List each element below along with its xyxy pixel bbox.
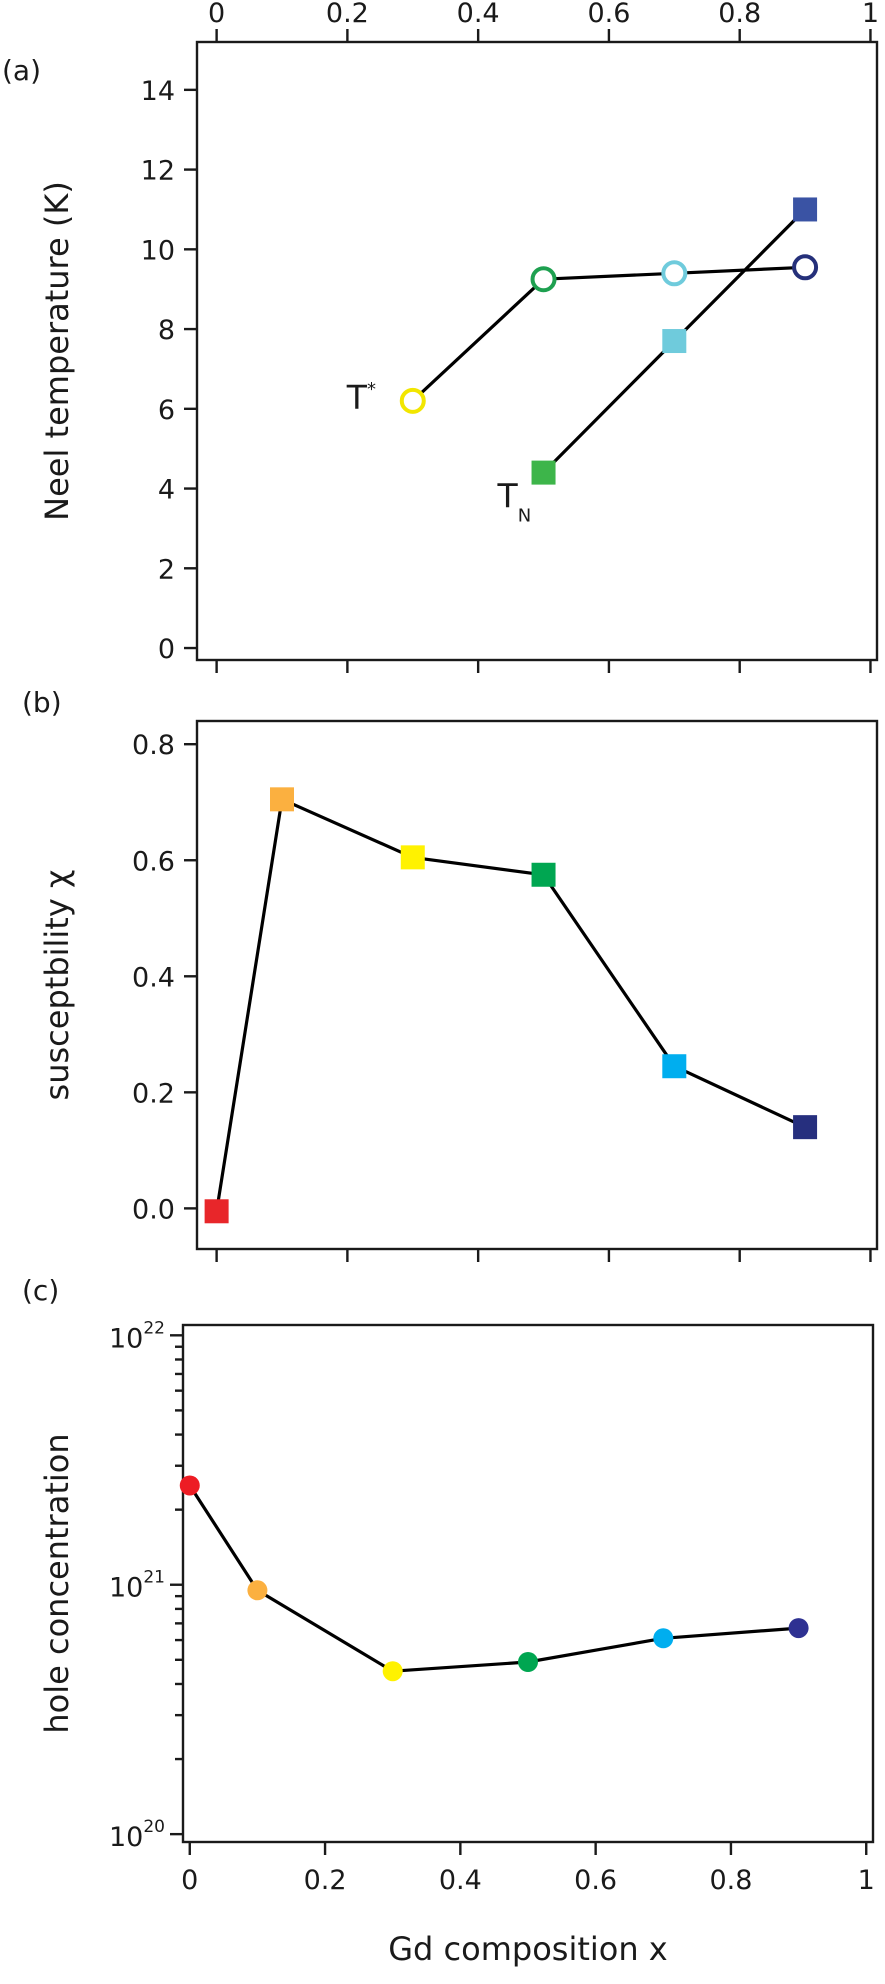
- data-point-square: [531, 862, 556, 887]
- data-point-square: [662, 1054, 687, 1079]
- series-label-main: T: [497, 477, 519, 516]
- series-line: [188, 1484, 799, 1673]
- panel-b: (b) 0.0 0.2 0.4 0.6 0.8 susceptbility χ: [22, 686, 879, 1262]
- series-line: [411, 265, 806, 402]
- x-tick-label: 1: [858, 1865, 875, 1896]
- x-tick-label-top: 0.4: [457, 0, 500, 29]
- y-tick-label: 1021: [109, 1568, 165, 1604]
- data-point-square: [662, 329, 687, 354]
- y-tick-base: 10: [109, 1822, 143, 1853]
- y-tick-label: 0.8: [132, 730, 175, 761]
- data-point-open-circle: [530, 266, 557, 293]
- series-label-tstar: T*: [346, 378, 376, 417]
- y-tick-base: 10: [109, 1573, 143, 1604]
- panel-label: (a): [2, 54, 41, 87]
- data-point-open-circle: [661, 260, 688, 287]
- panel-label: (b): [22, 686, 62, 719]
- series-line: [215, 797, 806, 1212]
- data-point-square: [793, 197, 818, 222]
- plot-frame: [181, 1323, 875, 1844]
- y-tick-label: 0.4: [132, 962, 175, 993]
- y-tick-exponent: 20: [143, 1817, 165, 1837]
- y-axis-title: Neel temperature (K): [38, 181, 76, 521]
- data-point-square: [400, 845, 425, 870]
- data-point-circle: [653, 1628, 674, 1649]
- y-tick-exponent: 22: [143, 1318, 165, 1338]
- y-tick-base: 10: [109, 1323, 143, 1354]
- plot-frame: [195, 719, 879, 1251]
- x-tick-label-top: 0.2: [326, 0, 369, 29]
- y-tick-label: 0.0: [132, 1194, 175, 1225]
- y-tick-label: 14: [141, 76, 175, 107]
- series-label-sub: N: [518, 506, 531, 527]
- data-point-circle: [518, 1651, 538, 1672]
- data-point-square: [531, 460, 556, 485]
- y-tick-label: 1022: [109, 1318, 165, 1354]
- data-point-circle: [788, 1618, 809, 1639]
- x-tick-label-top: 0.8: [718, 0, 761, 29]
- y-tick-label: 4: [158, 475, 175, 506]
- data-point-circle: [247, 1580, 268, 1601]
- series-label-tn: TN: [497, 477, 532, 527]
- y-axis-title: susceptbility χ: [38, 870, 76, 1101]
- x-axis-title: Gd composition x: [388, 1930, 667, 1968]
- plot-frame: [195, 40, 879, 662]
- x-tick-label: 0.2: [304, 1865, 347, 1896]
- x-tick-label: 0: [181, 1865, 198, 1896]
- x-tick-label: 0.8: [709, 1865, 752, 1896]
- data-point-square: [270, 787, 294, 812]
- data-point-circle: [179, 1475, 200, 1496]
- series-label-main: T: [346, 378, 368, 417]
- y-tick-label: 0.2: [132, 1078, 175, 1109]
- x-tick-label-top: 1: [862, 0, 879, 29]
- x-tick-label: 0.6: [574, 1865, 617, 1896]
- y-tick-label: 1020: [109, 1817, 165, 1853]
- x-tick-label: 0.4: [439, 1865, 482, 1896]
- y-tick-label: 12: [141, 156, 175, 187]
- y-tick-exponent: 21: [143, 1568, 165, 1588]
- y-tick-label: 8: [158, 315, 175, 346]
- y-tick-label: 0: [158, 634, 175, 665]
- data-point-circle: [382, 1661, 403, 1682]
- data-point-open-circle: [399, 387, 426, 414]
- x-tick-label-top: 0: [208, 0, 225, 29]
- data-point-open-circle: [792, 254, 819, 281]
- y-tick-label: 0.6: [132, 846, 175, 877]
- panel-label: (c): [22, 1274, 59, 1307]
- data-point-square: [793, 1115, 818, 1140]
- y-tick-label: 10: [141, 235, 175, 266]
- y-axis-title: hole concentration: [38, 1433, 76, 1733]
- y-tick-label: 6: [158, 395, 175, 426]
- series-label-sup: *: [367, 379, 376, 400]
- data-point-square: [204, 1199, 229, 1224]
- y-tick-label: 2: [158, 554, 175, 585]
- x-tick-label-top: 0.6: [587, 0, 630, 29]
